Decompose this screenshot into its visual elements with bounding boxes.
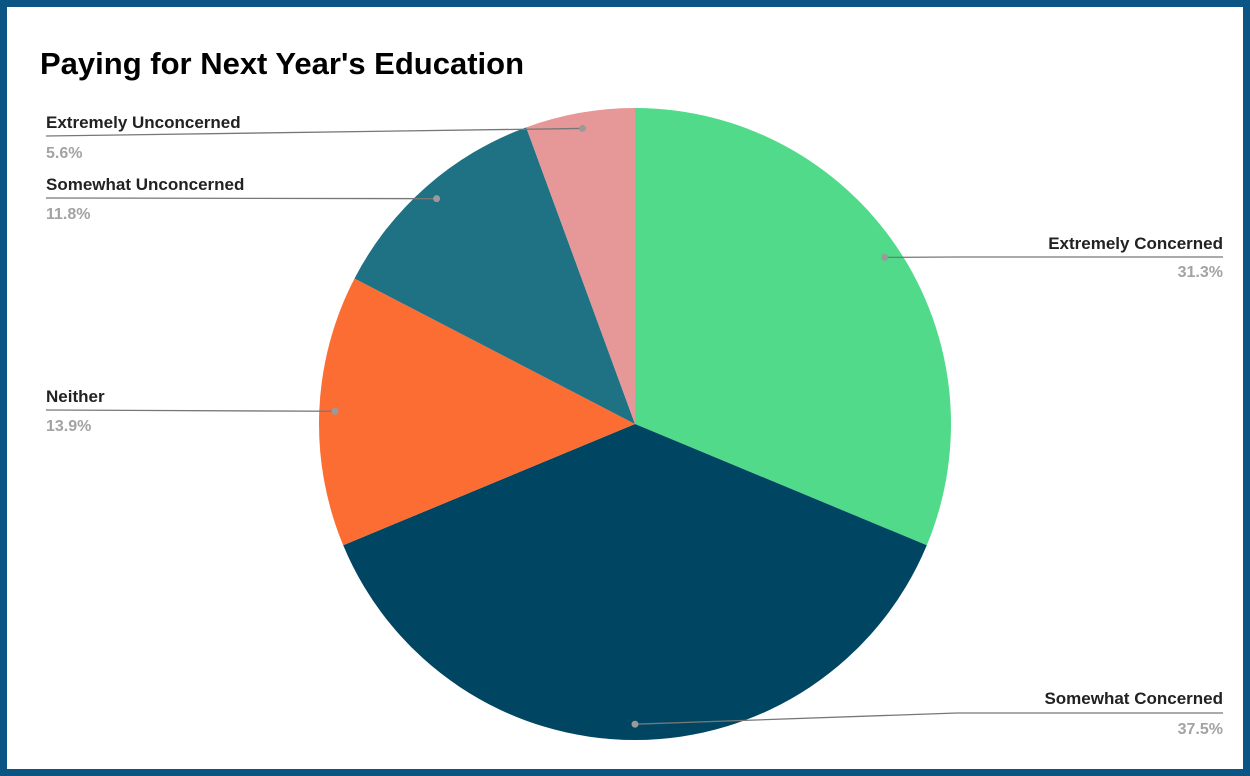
pie-chart: Paying for Next Year's Education Extreme… <box>40 46 1223 741</box>
leader-dot <box>433 195 441 203</box>
pie-slice-neither <box>319 278 635 546</box>
slice-label: Neither <box>46 387 105 406</box>
pie-slice-extremely-concerned <box>635 108 951 546</box>
pie-slice-extremely-unconcerned <box>526 108 635 424</box>
slice-label: Somewhat Unconcerned <box>46 175 244 194</box>
slice-label-group-extremely-unconcerned: Extremely Unconcerned 5.6% <box>45 113 587 162</box>
chart-title: Paying for Next Year's Education <box>40 46 524 81</box>
pie-slice-somewhat-unconcerned <box>354 127 635 424</box>
pie-slices <box>319 108 951 741</box>
slice-labels: Extremely Concerned 31.3% Somewhat Concern… <box>45 113 1223 738</box>
pie-slice-somewhat-concerned <box>343 424 927 741</box>
slice-label-group-extremely-concerned: Extremely Concerned 31.3% <box>881 234 1223 281</box>
slice-percentage: 13.9% <box>46 418 91 435</box>
leader-line <box>45 127 583 137</box>
slice-label-group-neither: Neither 13.9% <box>45 387 339 435</box>
slice-percentage: 11.8% <box>46 206 90 223</box>
leader-line <box>634 712 1223 725</box>
slice-label: Extremely Concerned <box>1048 234 1223 253</box>
slice-percentage: 37.5% <box>1178 721 1223 738</box>
leader-dot <box>331 407 339 415</box>
leader-dot <box>579 124 587 132</box>
leader-dot <box>631 720 639 728</box>
chart-frame: Paying for Next Year's Education Extreme… <box>7 7 1243 769</box>
slice-percentage: 31.3% <box>1178 264 1223 281</box>
slice-label: Somewhat Concerned <box>1044 689 1223 708</box>
slice-label-group-somewhat-concerned: Somewhat Concerned 37.5% <box>631 689 1223 738</box>
leader-line <box>45 409 336 412</box>
slice-percentage: 5.6% <box>46 145 82 162</box>
slice-label-group-somewhat-unconcerned: Somewhat Unconcerned 11.8% <box>45 175 441 223</box>
leader-line <box>45 197 437 200</box>
leader-dot <box>881 253 889 261</box>
slice-label: Extremely Unconcerned <box>46 113 241 132</box>
